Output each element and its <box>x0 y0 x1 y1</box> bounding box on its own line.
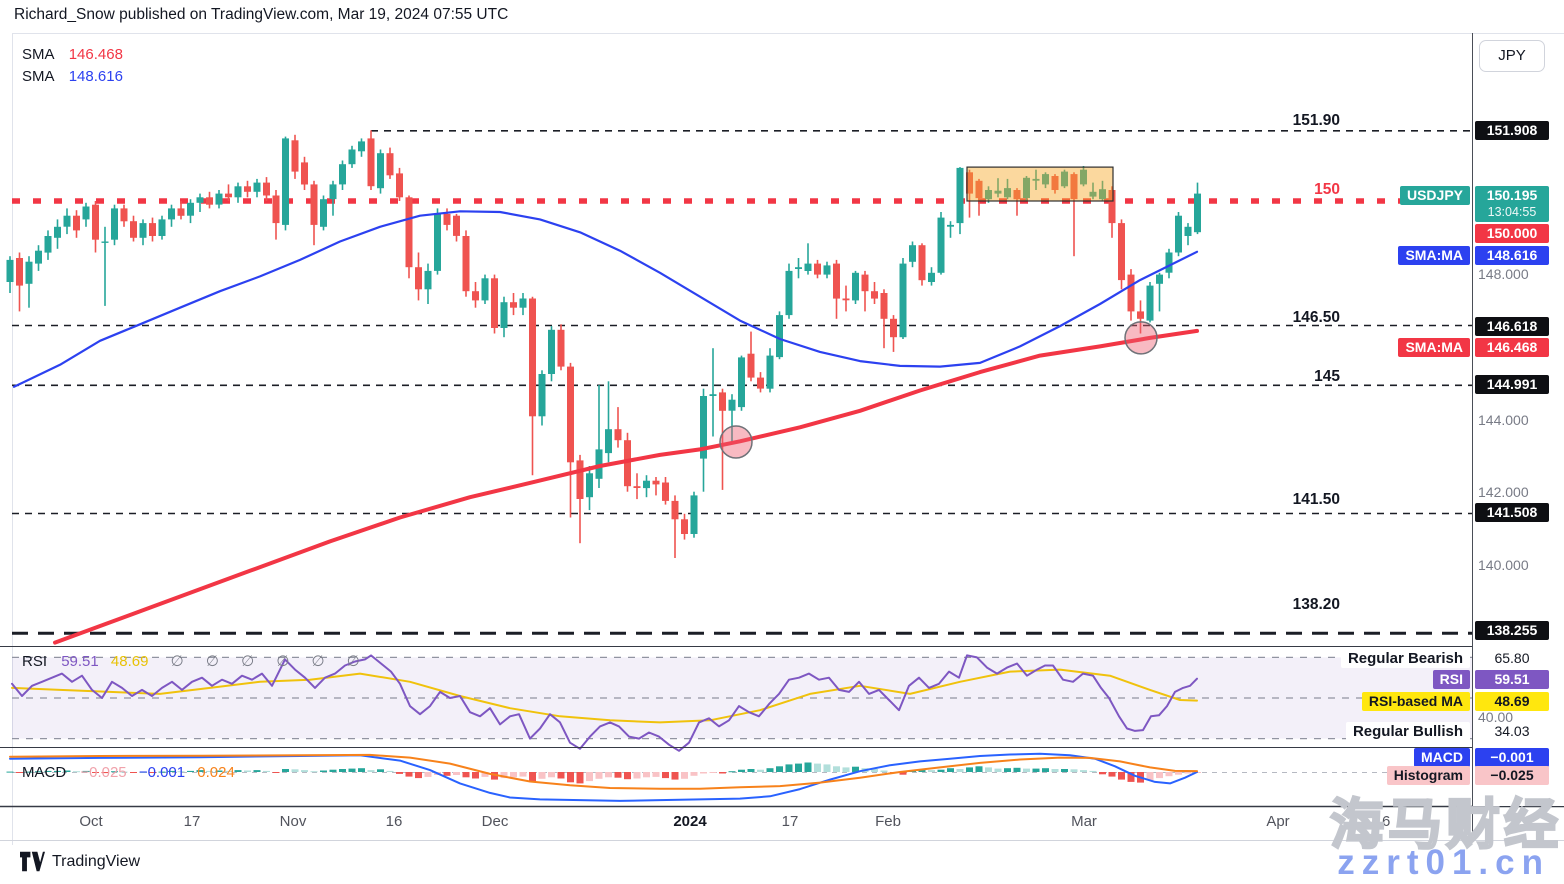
macd-line-value: −0.001 <box>138 764 186 781</box>
chart-frame-left <box>12 33 13 845</box>
indicator-legend-macd[interactable]: MACD −0.025 −0.001 0.024 <box>22 764 243 781</box>
time-label: 16 <box>1373 813 1391 830</box>
macd-signal-value: 0.024 <box>197 764 235 781</box>
price-badge: −0.001 <box>1475 748 1549 767</box>
price-badge: 151.908 <box>1475 121 1549 140</box>
legend-row-sma-fast: SMA 148.616 <box>22 66 131 88</box>
chart-frame-top <box>12 33 1564 34</box>
time-label: Oct <box>79 813 103 830</box>
price-badge: 65.80 <box>1475 649 1549 668</box>
rsi-empty-markers: ∅ ∅ ∅ ∅ ∅ ∅ <box>170 653 369 670</box>
axis-tick: 140.000 <box>1478 557 1529 573</box>
price-badge: 148.616 <box>1475 246 1549 265</box>
watermark-site-url: zzrt01.cn <box>1337 843 1550 882</box>
tradingview-logo[interactable]: TradingView <box>20 851 140 872</box>
legend-row-sma-slow: SMA 146.468 <box>22 44 131 66</box>
level-label: 151.90 <box>1292 112 1340 129</box>
pane-label-rsi-based-ma: RSI-based MA <box>1361 692 1470 711</box>
time-label: 17 <box>183 813 201 830</box>
axis-tick: 144.000 <box>1478 412 1529 428</box>
time-label: 16 <box>385 813 403 830</box>
price-badge: 150.000 <box>1475 224 1549 243</box>
price-badge: −0.025 <box>1475 766 1549 785</box>
time-label: Mar <box>1071 813 1097 830</box>
watermark-site-name: 海马财经 <box>1329 794 1562 857</box>
price-badge: 138.255 <box>1475 621 1549 640</box>
pane-label-histogram: Histogram <box>1386 766 1470 785</box>
price-badge: 48.69 <box>1475 692 1549 711</box>
axis-tick: 40.00 <box>1478 709 1514 725</box>
pane-label-sma-ma: SMA:MA <box>1398 338 1470 357</box>
indicator-legend-rsi[interactable]: RSI 59.51 48.69 ∅ ∅ ∅ ∅ ∅ ∅ <box>22 652 369 670</box>
time-axis[interactable]: Oct 17 Nov 16 Dec 2024 17 Feb Mar Apr 16 <box>0 807 1564 840</box>
level-label: 138.20 <box>1292 596 1340 613</box>
axis-tick: 148.000 <box>1478 266 1529 282</box>
pane-label-usdjpy: USDJPY <box>1399 186 1470 205</box>
axis-tick: 142.000 <box>1478 484 1529 500</box>
level-label: 150 <box>1314 181 1340 198</box>
currency-toggle-button[interactable]: JPY <box>1479 40 1545 72</box>
price-badge: 141.508 <box>1475 503 1549 522</box>
sma-label: SMA <box>22 46 55 63</box>
sma-label: SMA <box>22 68 55 85</box>
level-label: 146.50 <box>1292 309 1340 326</box>
time-label: Feb <box>875 813 901 830</box>
indicator-legend-sma[interactable]: SMA 146.468 SMA 148.616 <box>22 44 131 88</box>
level-label: 141.50 <box>1292 491 1340 508</box>
pane-label-regular-bullish: Regular Bullish <box>1345 722 1470 741</box>
rsi-value: 59.51 <box>61 653 99 670</box>
pane-label-rsi: RSI <box>1432 670 1470 689</box>
macd-hist-value: −0.025 <box>80 764 127 781</box>
tradingview-logo-icon <box>20 851 45 872</box>
sma-fast-value: 148.616 <box>68 68 123 85</box>
tradingview-logo-text: TradingView <box>52 852 141 870</box>
price-badge: 34.03 <box>1475 722 1549 741</box>
rsi-label: RSI <box>22 653 48 670</box>
price-badge: 59.51 <box>1475 670 1549 689</box>
sma-slow-value: 146.468 <box>68 46 123 63</box>
level-label: 145 <box>1314 368 1340 385</box>
price-badge: 146.618 <box>1475 317 1549 336</box>
countdown-timer: 13:04:55 <box>1487 205 1537 219</box>
time-label: 17 <box>781 813 799 830</box>
pane-label-sma-ma: SMA:MA <box>1398 246 1470 265</box>
time-label: Apr <box>1266 813 1290 830</box>
price-badge: 146.468 <box>1475 338 1549 357</box>
pane-label-macd: MACD <box>1414 748 1470 767</box>
publish-info: Richard_Snow published on TradingView.co… <box>14 6 509 23</box>
price-badge: 150.195 13:04:55 <box>1475 186 1549 222</box>
time-label: Nov <box>279 813 307 830</box>
time-label: Dec <box>481 813 509 830</box>
rsi-ma-value: 48.69 <box>110 653 149 670</box>
pane-label-regular-bearish: Regular Bearish <box>1340 649 1470 668</box>
time-label: 2024 <box>673 813 707 830</box>
price-badge: 144.991 <box>1475 375 1549 394</box>
macd-label: MACD <box>22 764 67 781</box>
